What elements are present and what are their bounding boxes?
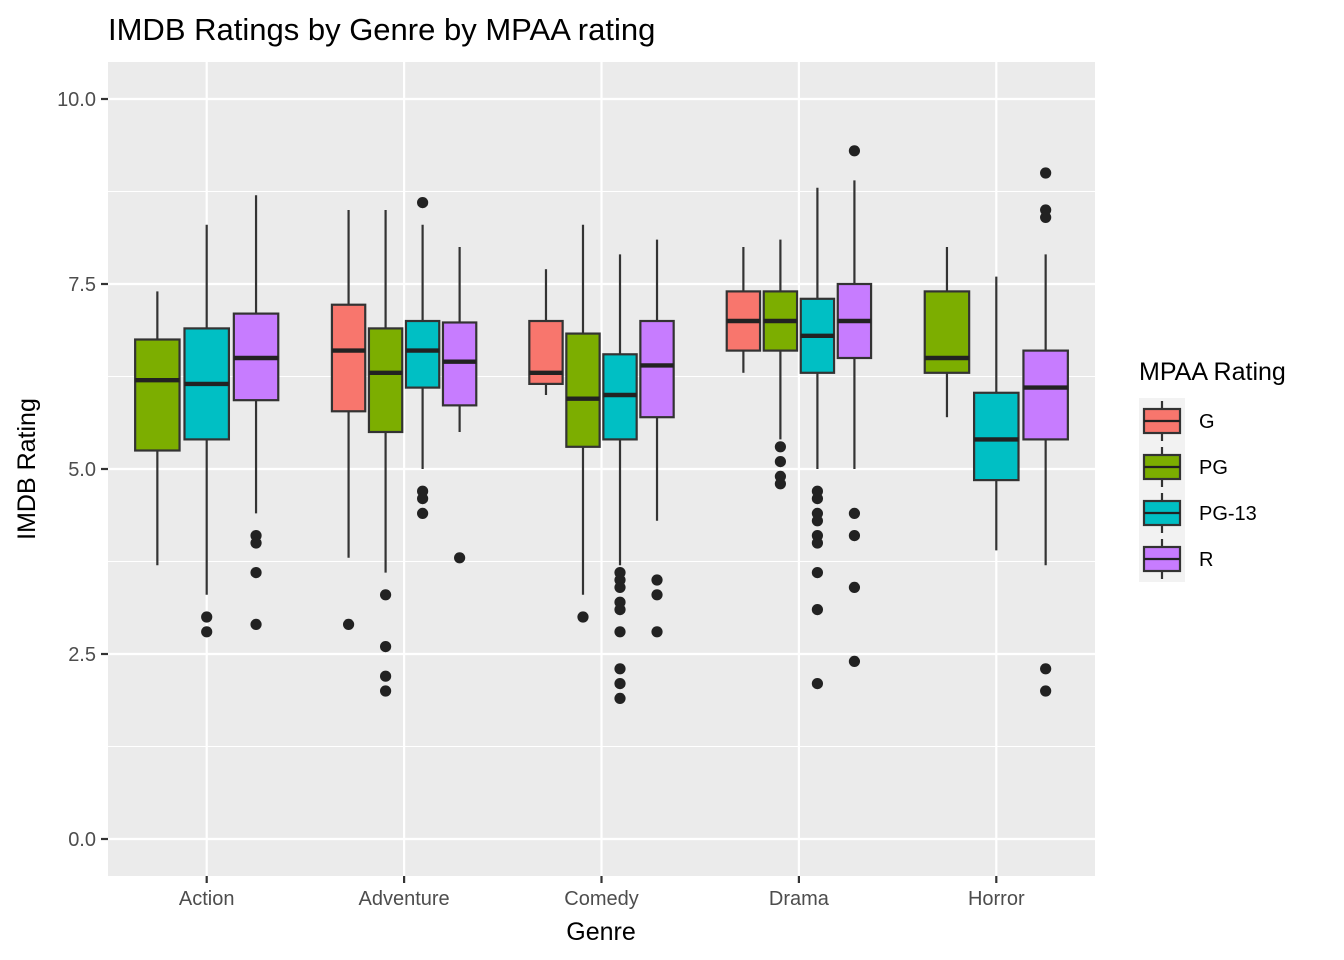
box-R-Horror [1022, 167, 1069, 697]
x-tick-label: Horror [968, 888, 1025, 910]
outlier-point [1040, 211, 1052, 223]
box-iqr [639, 319, 675, 419]
y-tick-label: 10.0 [57, 89, 96, 111]
y-tick-label: 0.0 [68, 829, 96, 851]
outlier-point [379, 589, 392, 601]
box-G-Drama [725, 247, 762, 373]
outlier-point [417, 507, 429, 519]
outlier-point [651, 574, 663, 586]
box-iqr [565, 332, 601, 448]
x-tick-label: Drama [769, 888, 830, 910]
box-iqr [441, 321, 478, 407]
box-PG-13-Action [183, 224, 231, 638]
box-R-Action [232, 195, 280, 631]
legend-label: PG [1199, 457, 1228, 479]
y-tick-label: 5.0 [68, 459, 96, 481]
outlier-point [614, 663, 626, 675]
outlier-point [614, 692, 626, 705]
box-PG-13-Horror [972, 276, 1020, 551]
box-G-Comedy [528, 269, 564, 395]
box-iqr [134, 338, 181, 452]
box-PG-13-Drama [799, 187, 836, 690]
x-tick-label: Action [179, 888, 235, 910]
y-tick-label: 2.5 [68, 644, 96, 666]
legend-title: MPAA Rating [1139, 358, 1286, 386]
outlier-point [1040, 167, 1052, 179]
box-PG-Action [134, 291, 181, 566]
outlier-point [1040, 685, 1052, 697]
legend-item-PG-13: PG-13 [1139, 490, 1257, 536]
box-PG-Drama [762, 239, 799, 490]
outlier-point [651, 589, 663, 601]
box-R-Drama [836, 145, 873, 668]
legend-label: R [1199, 549, 1213, 571]
chart-title: IMDB Ratings by Genre by MPAA rating [108, 12, 655, 47]
box-G-Adventure [330, 210, 367, 631]
outlier-point [250, 618, 262, 631]
outlier-point [379, 670, 392, 682]
box-iqr [330, 303, 367, 413]
box-iqr [923, 290, 971, 374]
box-R-Adventure [441, 247, 478, 564]
legend-item-R: R [1139, 536, 1213, 582]
outlier-point [454, 552, 466, 564]
outlier-point [811, 515, 824, 527]
outlier-point [342, 618, 355, 631]
legend-item-G: G [1139, 398, 1215, 444]
box-R-Comedy [639, 239, 675, 638]
outlier-point [774, 478, 786, 490]
x-tick-label: Adventure [359, 888, 450, 910]
x-tick-label: Comedy [564, 888, 638, 910]
outlier-point [201, 611, 213, 623]
outlier-point [614, 626, 626, 638]
legend-item-PG: PG [1139, 444, 1228, 490]
box-iqr [404, 319, 441, 389]
legend: MPAA Rating G PG PG-13 R [1139, 358, 1286, 582]
box-PG-Horror [923, 247, 971, 418]
outlier-point [379, 641, 392, 653]
outlier-point [848, 530, 861, 542]
box-PG-13-Comedy [602, 254, 638, 705]
y-axis-title: IMDB Rating [13, 398, 41, 540]
box-iqr [1022, 349, 1069, 441]
outlier-point [651, 626, 663, 638]
outlier-point [811, 567, 824, 579]
outlier-point [614, 581, 626, 594]
outlier-point [417, 493, 429, 505]
outlier-point [379, 685, 392, 697]
outlier-point [811, 537, 824, 549]
box-iqr [367, 327, 404, 434]
outlier-point [1040, 663, 1052, 675]
outlier-point [774, 456, 786, 468]
legend-label: G [1199, 411, 1215, 433]
box-iqr [972, 391, 1020, 482]
box-PG-Adventure [367, 210, 404, 697]
legend-label: PG-13 [1199, 503, 1257, 525]
outlier-point [848, 581, 861, 594]
y-tick-label: 7.5 [68, 274, 96, 296]
x-axis: Action Adventure Comedy Drama Horror [179, 876, 1025, 910]
outlier-point [614, 678, 626, 690]
outlier-point [417, 197, 429, 209]
outlier-point [614, 604, 626, 616]
outlier-point [250, 567, 262, 579]
x-axis-title: Genre [566, 918, 635, 946]
outlier-point [848, 145, 861, 157]
outlier-point [811, 678, 824, 690]
y-axis: 0.0 2.5 5.0 7.5 10.0 [57, 89, 108, 851]
box-PG-13-Adventure [404, 197, 441, 519]
outlier-point [577, 611, 589, 623]
outlier-point [774, 441, 786, 453]
outlier-point [250, 537, 262, 549]
outlier-point [848, 507, 861, 519]
outlier-point [811, 493, 824, 505]
box-PG-Comedy [565, 224, 601, 623]
outlier-point [848, 655, 861, 668]
outlier-point [811, 604, 824, 616]
outlier-point [201, 626, 213, 638]
box-layer [134, 145, 1069, 705]
